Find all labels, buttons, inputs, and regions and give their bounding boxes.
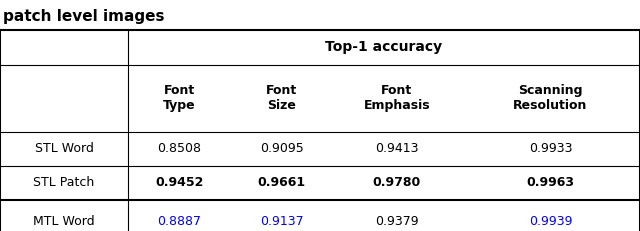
Text: 0.9780: 0.9780 <box>372 176 421 189</box>
Text: 0.9137: 0.9137 <box>260 215 303 228</box>
Text: STL Patch: STL Patch <box>33 176 95 189</box>
Text: 0.9939: 0.9939 <box>529 215 572 228</box>
Text: MTL Word: MTL Word <box>33 215 95 228</box>
Text: 0.9963: 0.9963 <box>526 176 575 189</box>
Text: STL Word: STL Word <box>35 142 93 155</box>
Text: 0.9379: 0.9379 <box>375 215 419 228</box>
Text: Font
Emphasis: Font Emphasis <box>364 84 430 112</box>
Text: 0.8887: 0.8887 <box>157 215 201 228</box>
Text: Font
Type: Font Type <box>163 84 195 112</box>
Text: 0.9933: 0.9933 <box>529 142 572 155</box>
Text: patch level images: patch level images <box>3 9 164 24</box>
Text: 0.9413: 0.9413 <box>375 142 419 155</box>
Text: Scanning
Resolution: Scanning Resolution <box>513 84 588 112</box>
Text: 0.8508: 0.8508 <box>157 142 201 155</box>
Text: Top-1 accuracy: Top-1 accuracy <box>325 40 443 54</box>
Text: 0.9095: 0.9095 <box>260 142 303 155</box>
Text: 0.9452: 0.9452 <box>155 176 204 189</box>
Text: 0.9661: 0.9661 <box>257 176 306 189</box>
Text: Font
Size: Font Size <box>266 84 297 112</box>
